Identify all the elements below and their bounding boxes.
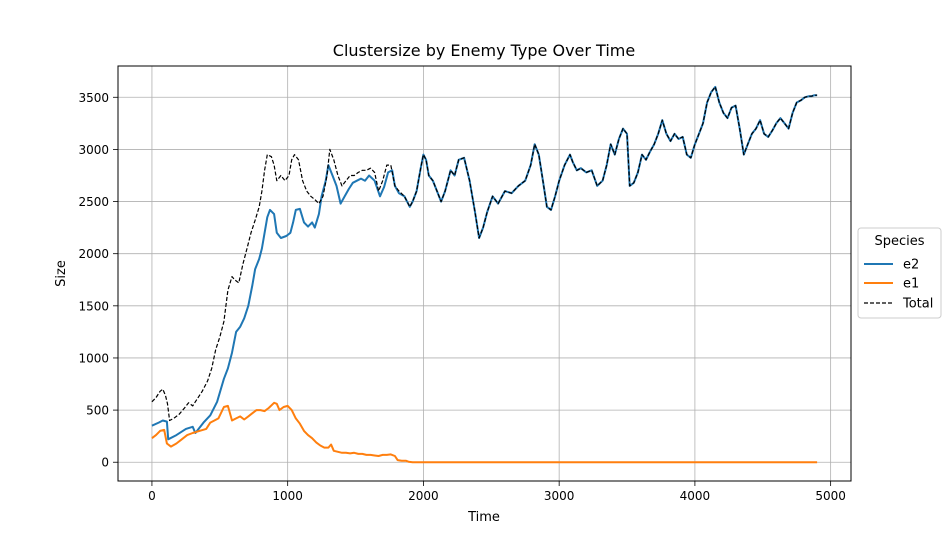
y-axis-ticks: 0 500 1000 1500 2000 2500 3000 3500: [78, 91, 118, 470]
x-tick-label: 2000: [408, 489, 439, 503]
chart-title: Clustersize by Enemy Type Over Time: [333, 41, 635, 60]
y-tick-label: 2500: [78, 195, 109, 209]
legend-label-e2: e2: [903, 258, 919, 273]
y-tick-label: 1500: [78, 299, 109, 313]
y-tick-label: 500: [86, 404, 109, 418]
y-tick-label: 0: [101, 456, 109, 470]
x-tick-label: 1000: [272, 489, 303, 503]
y-tick-label: 3500: [78, 91, 109, 105]
y-tick-label: 1000: [78, 351, 109, 365]
x-tick-label: 3000: [544, 489, 575, 503]
legend-title: Species: [874, 234, 924, 249]
legend-label-total: Total: [902, 297, 933, 312]
series-lines: [151, 85, 818, 464]
gridlines: [118, 66, 851, 481]
y-tick-label: 3000: [78, 143, 109, 157]
x-tick-label: 0: [148, 489, 156, 503]
plot-frame: [117, 65, 852, 482]
series-line-e1: [151, 401, 818, 464]
legend: Species e2 e1 Total: [857, 227, 942, 319]
x-axis-ticks: 0 1000 2000 3000 4000 5000: [148, 481, 846, 503]
x-tick-label: 4000: [680, 489, 711, 503]
series-line-total: [151, 86, 818, 422]
x-axis-label: Time: [467, 510, 500, 525]
y-axis-label: Size: [54, 260, 69, 287]
legend-box: [857, 227, 942, 319]
y-tick-label: 2000: [78, 247, 109, 261]
x-tick-label: 5000: [815, 489, 846, 503]
legend-label-e1: e1: [903, 277, 919, 292]
